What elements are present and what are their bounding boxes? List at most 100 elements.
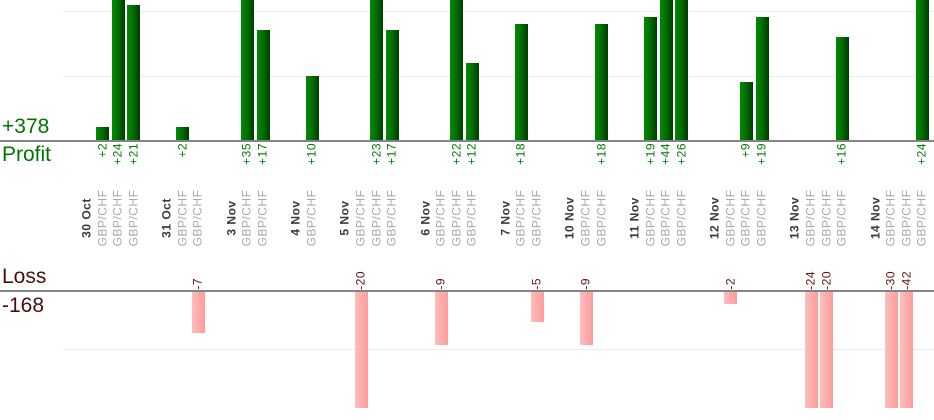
instrument-label: GBP/CHF — [883, 189, 898, 247]
instrument-label: GBP/CHF — [803, 189, 818, 247]
date-label: 30 Oct — [79, 198, 94, 238]
bar-value-label: +2 — [175, 143, 190, 158]
date-label: 12 Nov — [707, 196, 722, 240]
bar-value-label: +22 — [449, 143, 464, 165]
loss-axis-line — [0, 290, 934, 292]
profit-bar — [256, 30, 270, 140]
instrument-label: GBP/CHF — [643, 189, 658, 247]
profit-gridline — [63, 11, 934, 12]
bar-value-label: -30 — [883, 271, 898, 290]
instrument-label: GBP/CHF — [175, 189, 190, 247]
profit-bar — [96, 127, 110, 140]
bar-value-label: +18 — [594, 143, 609, 165]
instrument-label: GBP/CHF — [658, 189, 673, 247]
bar-value-label: -42 — [899, 271, 914, 290]
profit-bar — [176, 127, 190, 140]
loss-bar — [884, 292, 898, 408]
profit-bar — [127, 4, 141, 140]
instrument-label: GBP/CHF — [190, 189, 205, 247]
loss-bar — [191, 292, 205, 334]
loss-gridline — [63, 349, 934, 350]
profit-axis-line — [0, 140, 934, 142]
bar-value-label: +12 — [464, 143, 479, 165]
instrument-label: GBP/CHF — [513, 189, 528, 247]
instrument-label: GBP/CHF — [914, 189, 929, 247]
profit-axis-label: Profit — [2, 143, 52, 166]
profit-bar — [370, 0, 384, 140]
bar-value-label: -7 — [190, 278, 205, 290]
profit-bar — [595, 23, 609, 140]
date-label: 4 Nov — [288, 200, 303, 236]
bar-value-label: +24 — [914, 143, 929, 165]
profit-bar — [659, 0, 673, 140]
bar-value-label: +9 — [738, 143, 753, 158]
profit-bar — [514, 23, 528, 140]
bar-value-label: +44 — [658, 143, 673, 165]
bar-value-label: +2 — [95, 143, 110, 158]
profit-bar — [385, 30, 399, 140]
profit-bar — [739, 81, 753, 140]
instrument-label: GBP/CHF — [738, 189, 753, 247]
date-label: 10 Nov — [562, 196, 577, 240]
bar-value-label: +17 — [384, 143, 399, 165]
instrument-label: GBP/CHF — [594, 189, 609, 247]
date-label: 5 Nov — [337, 200, 352, 236]
bar-value-label: +17 — [255, 143, 270, 165]
instrument-label: GBP/CHF — [449, 189, 464, 247]
date-label: 3 Nov — [224, 200, 239, 236]
loss-bar — [900, 292, 914, 408]
loss-axis-label: Loss — [2, 264, 47, 288]
instrument-label: GBP/CHF — [674, 189, 689, 247]
instrument-label: GBP/CHF — [353, 189, 368, 247]
instrument-label: GBP/CHF — [754, 189, 769, 247]
bar-value-label: -20 — [819, 271, 834, 290]
instrument-label: GBP/CHF — [126, 189, 141, 247]
profit-bar — [835, 36, 849, 140]
loss-bar — [579, 292, 593, 346]
bar-value-label: -24 — [803, 271, 818, 290]
bar-value-label: -20 — [353, 271, 368, 290]
loss-total: -168 — [2, 294, 45, 317]
date-label: 14 Nov — [868, 196, 883, 240]
date-label: 13 Nov — [787, 196, 802, 240]
date-label: 7 Nov — [498, 200, 513, 236]
instrument-label: GBP/CHF — [304, 189, 319, 247]
date-label: 11 Nov — [627, 197, 642, 239]
bar-value-label: +19 — [643, 143, 658, 165]
instrument-label: GBP/CHF — [578, 189, 593, 247]
loss-bar — [530, 292, 544, 322]
bar-value-label: +18 — [513, 143, 528, 165]
bar-value-label: -9 — [578, 278, 593, 290]
bar-value-label: +23 — [369, 143, 384, 165]
profit-gridline — [63, 75, 934, 77]
profit-bar — [305, 75, 319, 140]
instrument-label: GBP/CHF — [255, 189, 270, 247]
profit-total: +378 — [2, 114, 50, 138]
loss-bar — [820, 292, 834, 408]
profit-bar — [675, 0, 689, 140]
bar-value-label: +26 — [674, 143, 689, 165]
instrument-label: GBP/CHF — [464, 189, 479, 247]
loss-bar — [434, 292, 448, 346]
bar-value-label: +19 — [754, 143, 769, 165]
profit-bar — [755, 17, 769, 140]
bar-value-label: +10 — [304, 143, 319, 165]
instrument-label: GBP/CHF — [239, 189, 254, 247]
profit-bar — [240, 0, 254, 140]
profit-bar — [450, 0, 464, 140]
instrument-label: GBP/CHF — [384, 189, 399, 247]
loss-bar — [724, 292, 738, 304]
profit-bar — [915, 0, 929, 140]
bar-value-label: -2 — [723, 278, 738, 290]
bar-value-label: +21 — [126, 143, 141, 165]
instrument-label: GBP/CHF — [723, 189, 738, 247]
bar-value-label: +35 — [239, 143, 254, 165]
instrument-label: GBP/CHF — [819, 189, 834, 247]
bar-value-label: +16 — [834, 143, 849, 165]
profit-bar — [644, 17, 658, 140]
date-label: 6 Nov — [418, 200, 433, 236]
instrument-label: GBP/CHF — [899, 189, 914, 247]
bar-value-label: +24 — [110, 143, 125, 165]
date-label: 31 Oct — [159, 198, 174, 238]
